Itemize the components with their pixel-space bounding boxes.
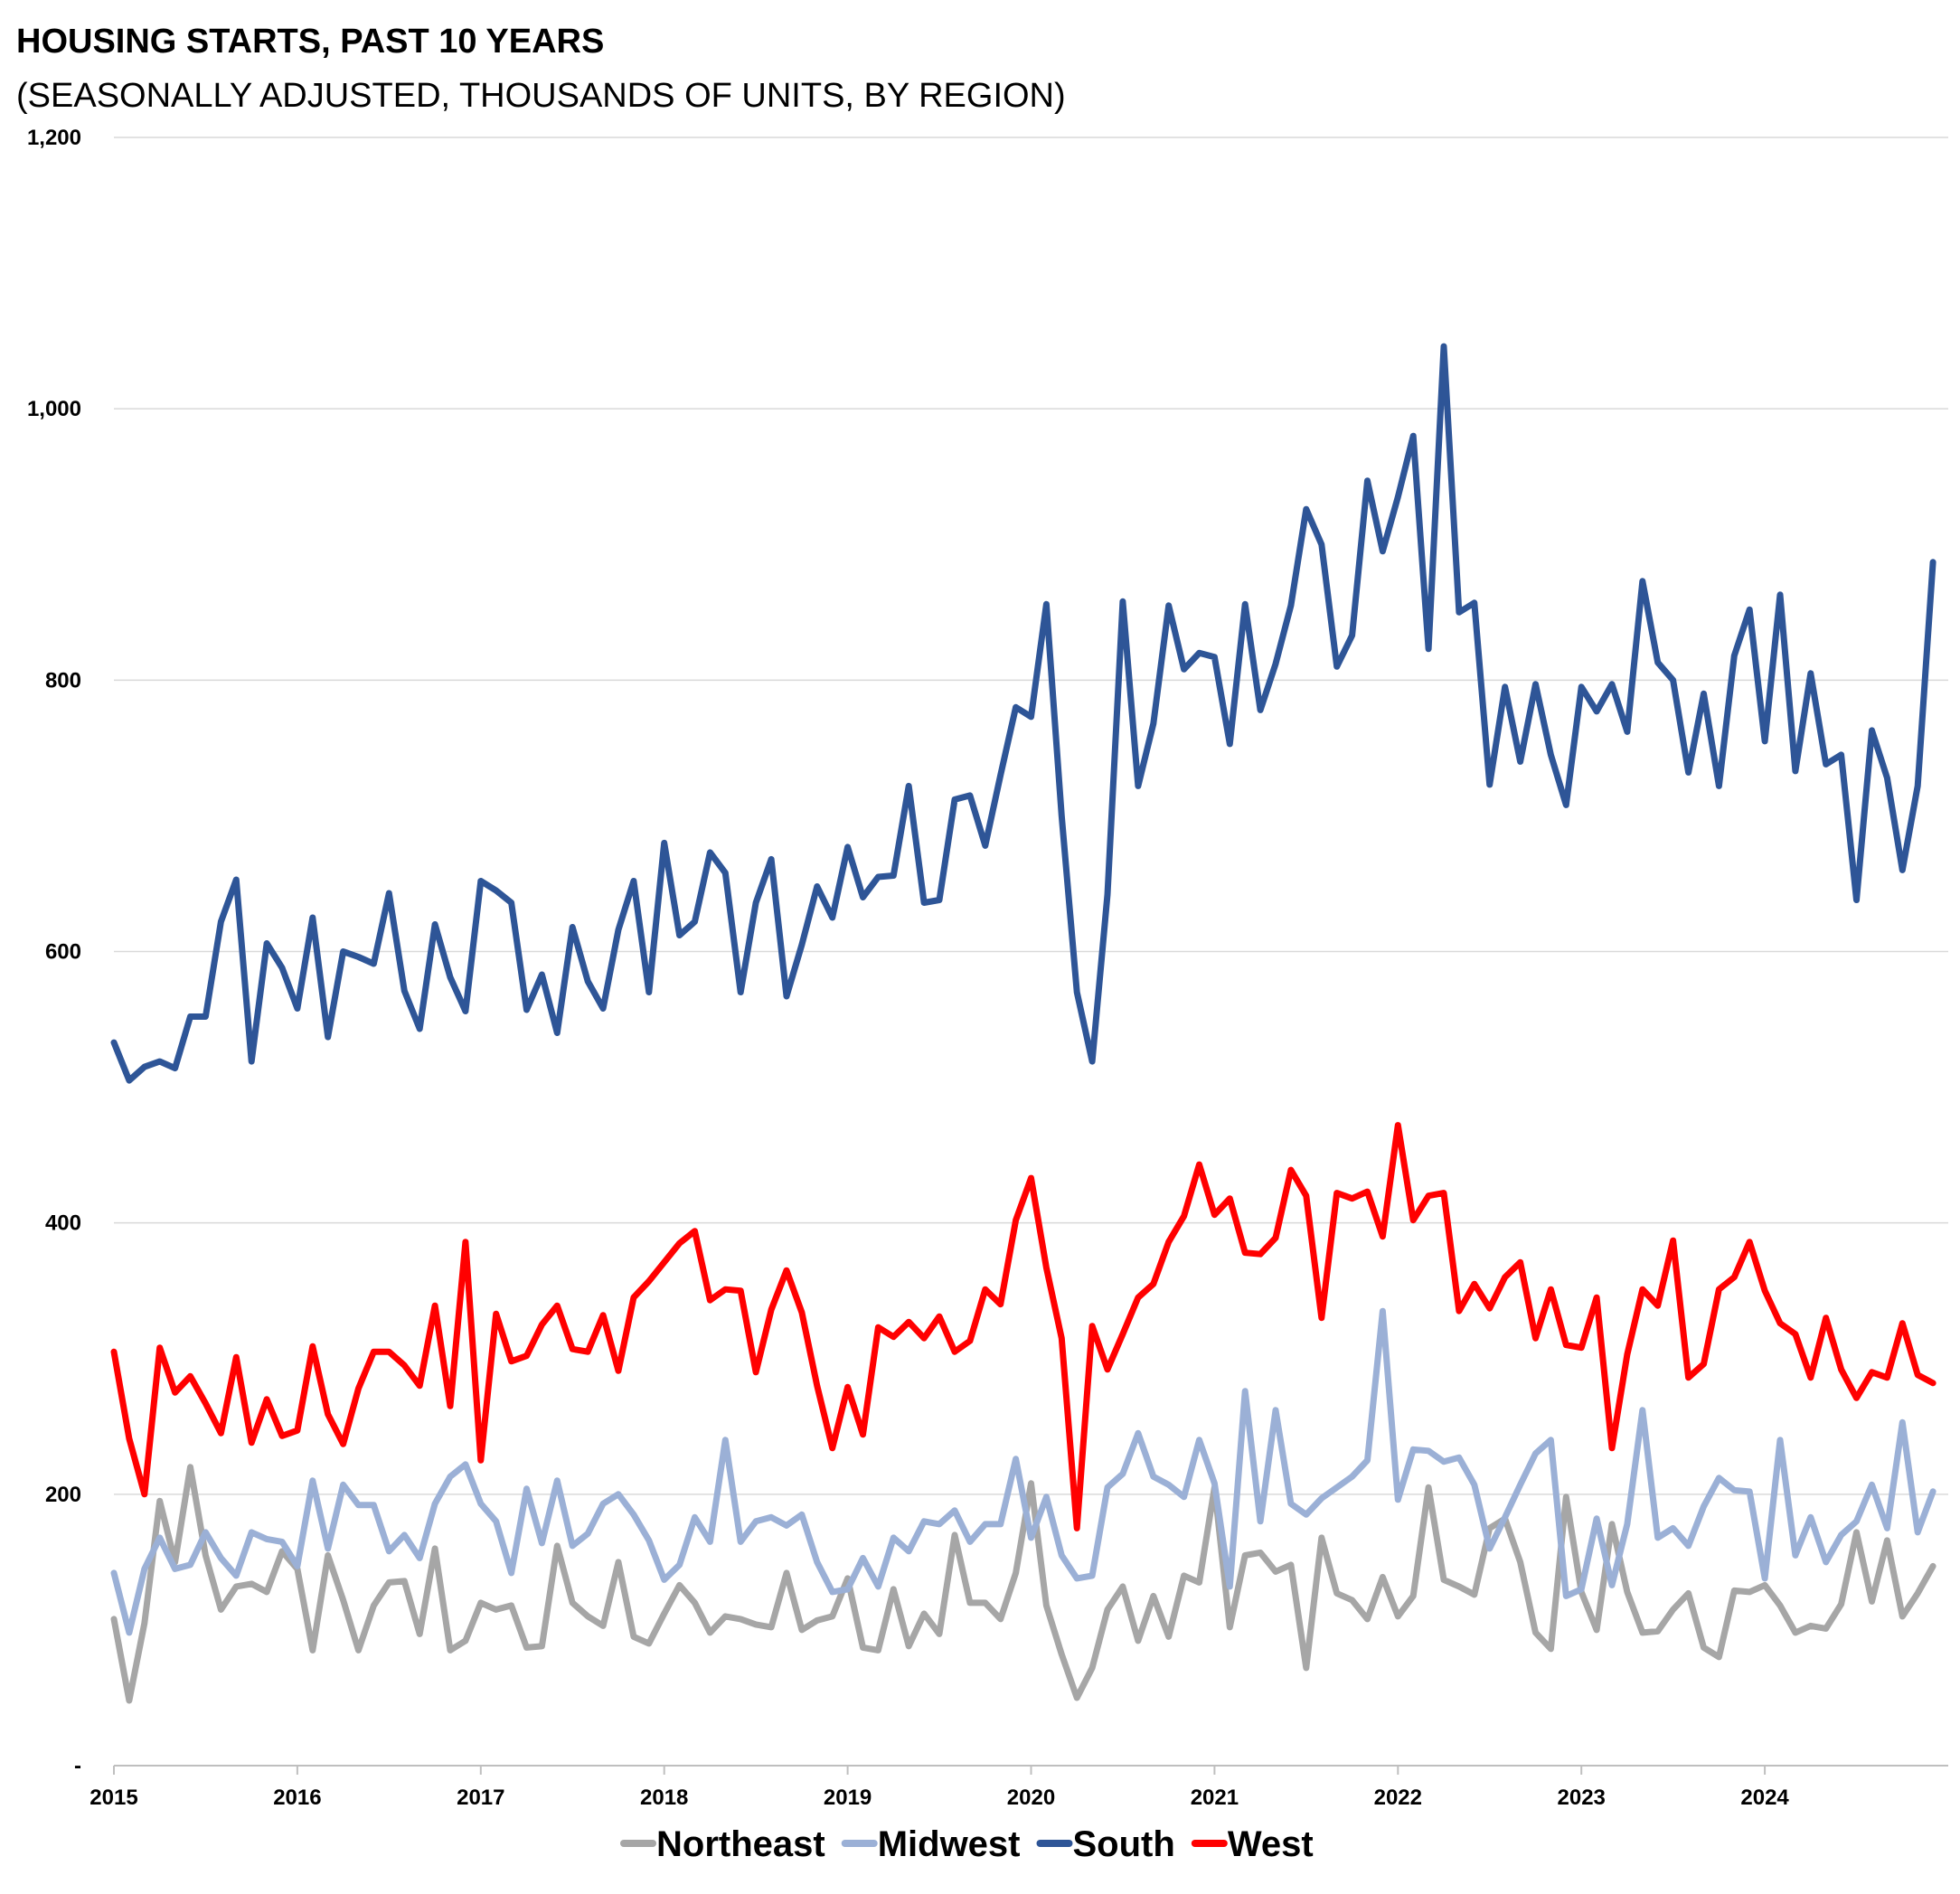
y-tick-label-2: 400: [45, 1211, 81, 1236]
series-line-midwest: [110, 1307, 1936, 1636]
x-tick-label-1: 2016: [273, 1786, 321, 1810]
y-tick-label-5: 1,000: [27, 397, 81, 421]
y-tick-label-4: 800: [45, 668, 81, 693]
chart-subtitle: (SEASONALLY ADJUSTED, THOUSANDS OF UNITS…: [16, 77, 1066, 115]
x-tick-labels: 2015 2016 2017 2018 2019 2020 2021 2022 2023 2024: [90, 1786, 1789, 1810]
x-axis: [113, 1765, 1948, 1775]
series-line-south: [110, 343, 1936, 1084]
x-tick-label-5: 2020: [1007, 1786, 1055, 1810]
x-tick-label-6: 2021: [1191, 1786, 1239, 1810]
chart-title: HOUSING STARTS, PAST 10 YEARS: [16, 23, 604, 61]
y-gridlines: [114, 137, 1948, 1495]
legend-label-south: South: [1073, 1824, 1175, 1864]
x-tick-label-3: 2018: [640, 1786, 688, 1810]
x-tick-label-0: 2015: [90, 1786, 137, 1810]
legend: Northeast Midwest South West: [620, 1824, 1314, 1864]
legend-label-west: West: [1228, 1824, 1314, 1864]
y-tick-labels: - 200 400 600 800 1,000 1,200: [27, 126, 81, 1778]
legend-label-midwest: Midwest: [878, 1824, 1021, 1864]
series-line-west: [110, 1122, 1936, 1531]
legend-label-northeast: Northeast: [656, 1824, 825, 1864]
y-tick-label-3: 600: [45, 940, 81, 965]
x-tick-label-7: 2022: [1374, 1786, 1422, 1810]
x-tick-label-2: 2017: [457, 1786, 504, 1810]
series-lines: [110, 343, 1936, 1704]
y-tick-label-6: 1,200: [27, 126, 81, 150]
series-line-northeast: [110, 1464, 1936, 1704]
y-tick-label-1: 200: [45, 1483, 81, 1507]
x-tick-label-8: 2023: [1558, 1786, 1606, 1810]
x-tick-label-4: 2019: [824, 1786, 872, 1810]
y-tick-label-0: -: [74, 1754, 81, 1778]
x-tick-label-9: 2024: [1740, 1786, 1789, 1810]
